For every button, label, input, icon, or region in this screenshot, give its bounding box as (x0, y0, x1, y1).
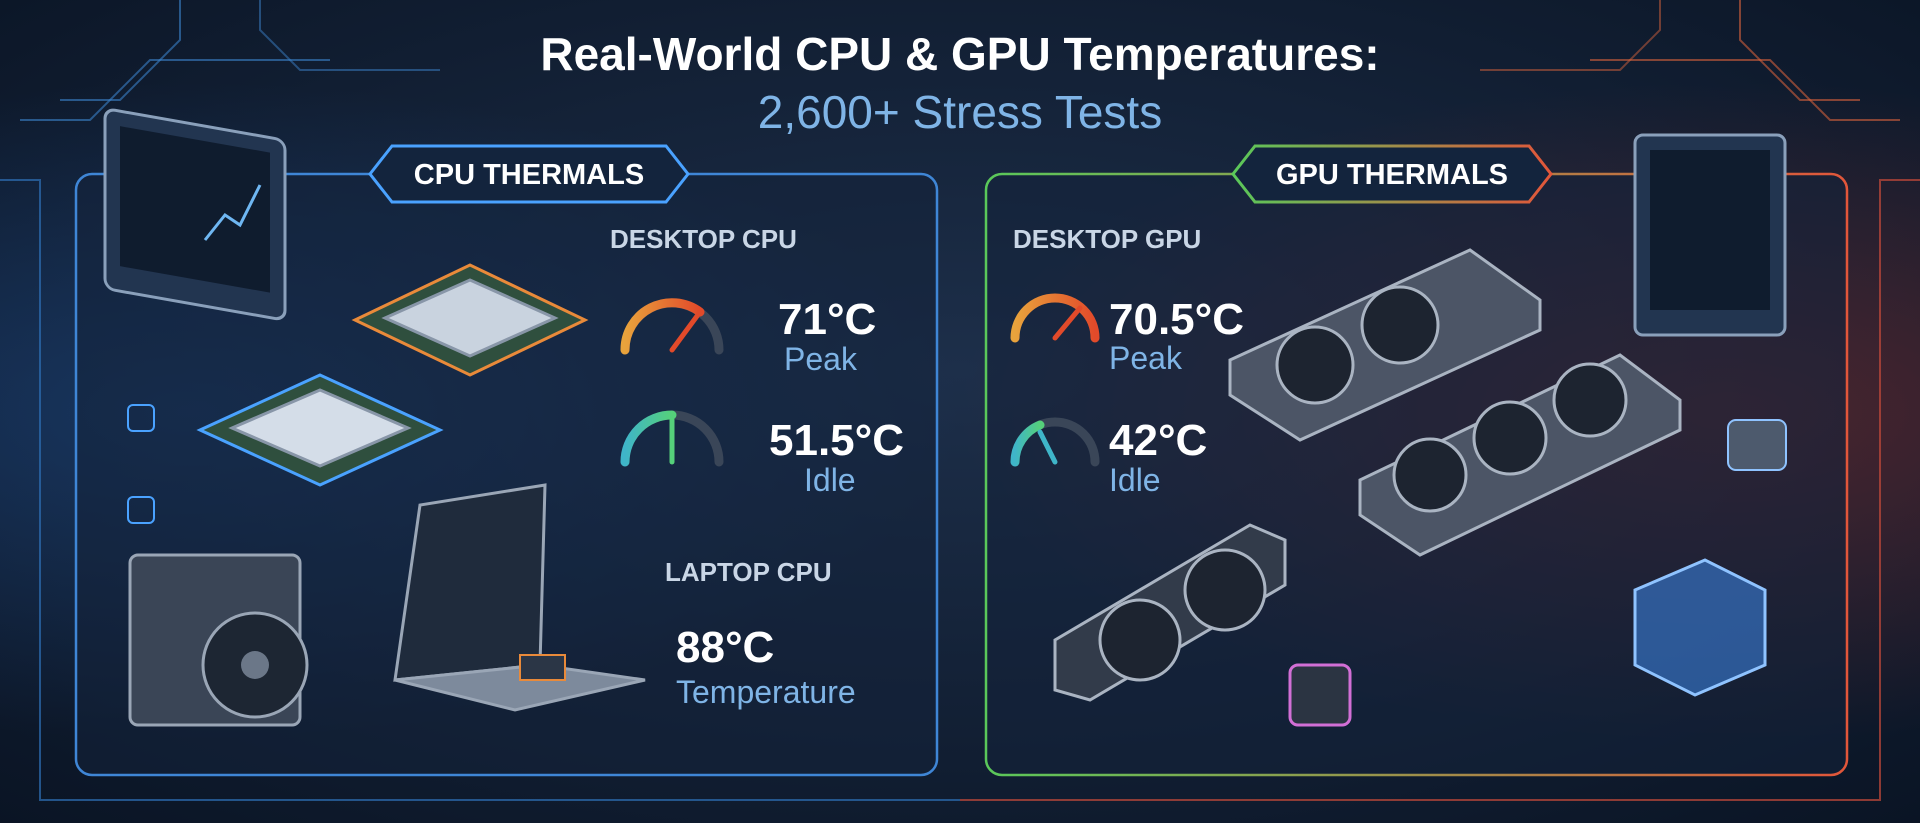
badge-label: GPU THERMALS (1276, 159, 1508, 191)
gauges (620, 293, 1100, 467)
temp-label: Temperature (676, 674, 856, 710)
gpu-badge (1231, 144, 1553, 204)
temp-label: Idle (804, 462, 856, 498)
temp-value: 70.5°C (1109, 295, 1244, 344)
gpu-illustrations (1053, 133, 1787, 727)
temp-value: 51.5°C (769, 416, 904, 465)
badge-label: CPU THERMALS (414, 159, 644, 191)
cpu-badge (368, 144, 690, 204)
circuit-lines (0, 0, 1920, 801)
section-heading: DESKTOP GPU (1013, 224, 1201, 254)
temp-label: Peak (784, 341, 858, 377)
temp-label: Idle (1109, 462, 1161, 498)
temp-value: 71°C (778, 295, 876, 344)
temp-value: 42°C (1109, 416, 1207, 465)
cpu-illustrations (103, 108, 646, 727)
temp-label: Peak (1109, 340, 1183, 376)
title: Real-World CPU & GPU Temperatures: (540, 28, 1379, 80)
temp-value: 88°C (676, 623, 774, 672)
section-heading: LAPTOP CPU (665, 557, 832, 587)
section-heading: DESKTOP CPU (610, 224, 797, 254)
subtitle: 2,600+ Stress Tests (758, 86, 1162, 138)
